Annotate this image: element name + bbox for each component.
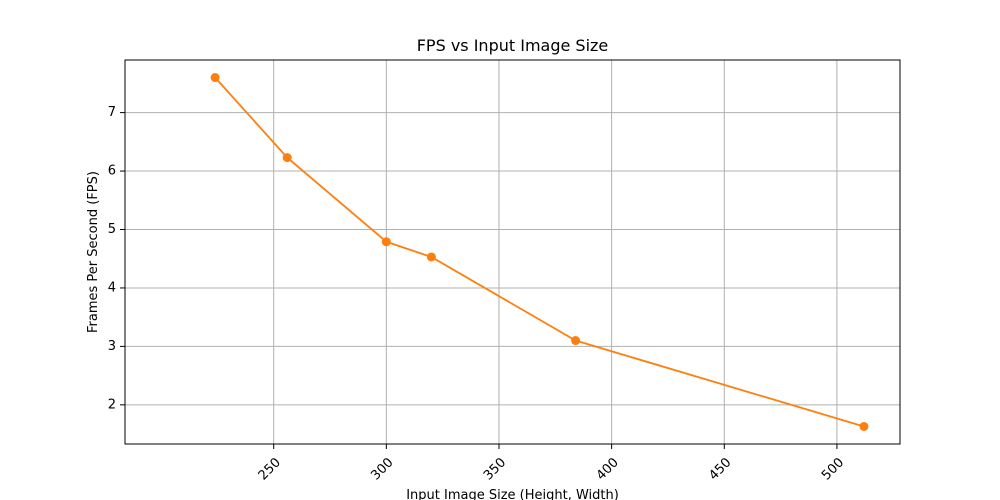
x-tick-label: 450 — [706, 455, 734, 483]
y-tick-label: 6 — [108, 164, 116, 179]
series-layer — [210, 73, 869, 431]
grid-lines — [125, 60, 900, 444]
data-point — [282, 153, 292, 163]
data-point — [426, 252, 436, 262]
x-tick-label: 500 — [819, 455, 847, 483]
y-axis-label: Frames Per Second (FPS) — [86, 171, 101, 333]
x-tick-label: 400 — [594, 455, 622, 483]
data-point — [571, 336, 581, 346]
x-tick-label: 350 — [481, 455, 509, 483]
data-point — [859, 421, 869, 431]
x-axis-label: Input Image Size (Height, Width) — [406, 488, 619, 500]
y-tick-label: 2 — [108, 397, 116, 412]
y-tick-label: 5 — [108, 222, 116, 237]
data-point — [210, 73, 220, 83]
y-tick-label: 4 — [108, 280, 116, 295]
y-tick-label: 3 — [108, 339, 116, 354]
axis-ticks: 250 300 350 400 450 500 2 3 4 5 6 7 — [108, 105, 847, 483]
x-tick-label: 300 — [368, 455, 396, 483]
series-line — [214, 76, 865, 428]
chart-title: FPS vs Input Image Size — [417, 36, 609, 55]
plot-area-frame — [124, 59, 901, 445]
y-tick-label: 7 — [108, 105, 116, 120]
x-tick-label: 250 — [256, 455, 284, 483]
data-point — [381, 237, 391, 247]
